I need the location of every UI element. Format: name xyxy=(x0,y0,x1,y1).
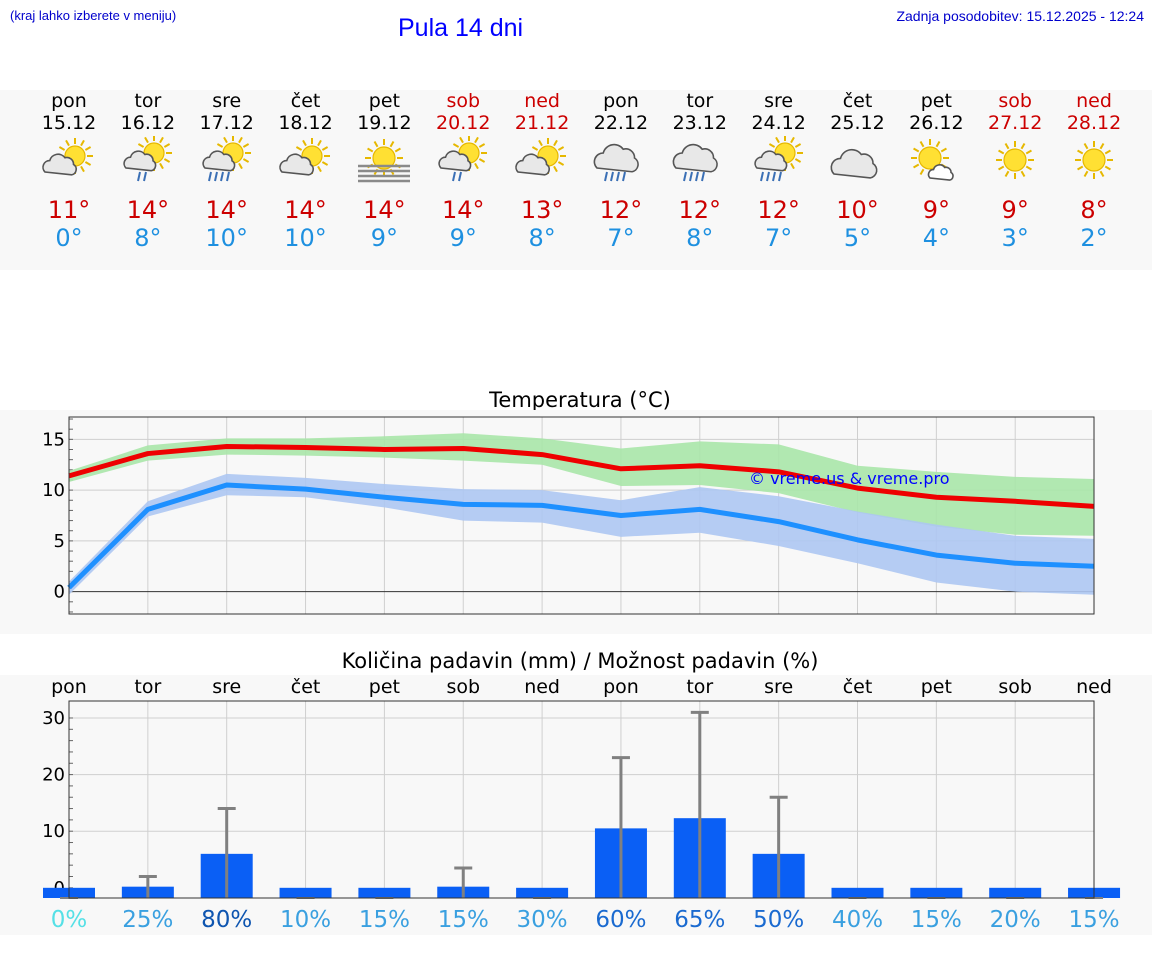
cloudy-icon xyxy=(829,148,878,179)
day-date: 21.12 xyxy=(514,112,570,134)
min-temperature: 9° xyxy=(370,224,399,252)
day-date: 19.12 xyxy=(357,112,412,134)
day-column: čet 18.12 14° 10° xyxy=(266,90,346,252)
sun-cloud-light-rain-icon xyxy=(123,136,172,182)
max-temperature: 10° xyxy=(836,196,879,224)
sun-cloud-icon xyxy=(278,138,330,176)
max-temperature: 14° xyxy=(284,196,327,224)
max-temperature: 11° xyxy=(47,196,91,224)
sun-cloud-icon xyxy=(515,138,567,176)
temperature-chart-panel xyxy=(0,410,1152,634)
day-name: pet xyxy=(920,90,952,112)
day-name: čet xyxy=(290,90,321,112)
day-name: čet xyxy=(842,90,873,112)
page-title: Pula 14 dni xyxy=(398,14,524,42)
day-column: pet 26.12 9° 4° xyxy=(896,90,976,252)
day-column: tor 16.12 14° 8° xyxy=(108,90,188,252)
day-date: 27.12 xyxy=(987,112,1043,134)
day-column: sre 24.12 12° 7° xyxy=(739,90,819,252)
max-temperature: 14° xyxy=(441,196,485,224)
max-temperature: 12° xyxy=(599,196,643,224)
sun-cloud-icon xyxy=(42,138,93,176)
min-temperature: 8° xyxy=(134,224,162,252)
sun-small-cloud-icon xyxy=(911,139,955,181)
day-column: sob 27.12 9° 3° xyxy=(975,90,1055,252)
min-temperature: 8° xyxy=(686,224,714,252)
min-temperature: 5° xyxy=(843,224,872,252)
day-name: sob xyxy=(998,90,1032,112)
temperature-chart-title: Temperatura (°C) xyxy=(489,388,671,412)
day-name: ned xyxy=(524,90,560,112)
max-temperature: 9° xyxy=(1001,196,1029,224)
cloud-rain-icon xyxy=(672,143,718,182)
day-name: pon xyxy=(51,90,87,112)
sun-icon xyxy=(1075,141,1114,179)
max-temperature: 14° xyxy=(126,196,170,224)
min-temperature: 2° xyxy=(1080,224,1108,252)
cloud-rain-icon xyxy=(593,143,639,182)
day-column: pon 22.12 12° 7° xyxy=(581,90,661,252)
day-column: pet 19.12 14° 9° xyxy=(344,90,424,252)
max-temperature: 12° xyxy=(678,196,722,224)
min-temperature: 7° xyxy=(607,224,635,252)
day-name: sob xyxy=(446,90,481,112)
day-date: 18.12 xyxy=(278,112,333,134)
day-column: sob 20.12 14° 9° xyxy=(423,90,503,252)
day-date: 25.12 xyxy=(830,112,885,134)
max-temperature: 14° xyxy=(363,196,406,224)
max-temperature: 8° xyxy=(1080,196,1108,224)
last-updated: Zadnja posodobitev: 15.12.2025 - 12:24 xyxy=(896,8,1144,24)
forecast-strip: pon 15.12 11° 0° tor 16.12 14° 8° sre 17.12 14° 10°… xyxy=(0,90,1152,270)
min-temperature: 10° xyxy=(284,224,327,252)
day-date: 17.12 xyxy=(199,112,254,134)
day-date: 24.12 xyxy=(751,112,806,134)
day-name: ned xyxy=(1076,90,1112,112)
day-column: ned 28.12 8° 2° xyxy=(1054,90,1134,252)
sun-icon xyxy=(996,141,1035,179)
day-name: tor xyxy=(686,90,714,112)
day-date: 15.12 xyxy=(41,112,97,134)
min-temperature: 0° xyxy=(55,224,83,252)
min-temperature: 7° xyxy=(765,224,793,252)
min-temperature: 10° xyxy=(205,224,248,252)
day-date: 23.12 xyxy=(672,112,727,134)
day-column: tor 23.12 12° 8° xyxy=(660,90,740,252)
min-temperature: 3° xyxy=(1001,224,1029,252)
min-temperature: 4° xyxy=(922,224,950,252)
sun-cloud-rain-icon xyxy=(202,136,251,182)
day-name: pet xyxy=(368,90,400,112)
day-date: 28.12 xyxy=(1066,112,1122,134)
day-date: 22.12 xyxy=(593,112,649,134)
max-temperature: 12° xyxy=(757,196,800,224)
precipitation-chart-title: Količina padavin (mm) / Možnost padavin … xyxy=(341,649,819,673)
day-name: pon xyxy=(603,90,639,112)
day-name: sre xyxy=(764,90,794,112)
min-temperature: 8° xyxy=(528,224,556,252)
sun-cloud-rain-icon xyxy=(753,136,803,182)
day-column: sre 17.12 14° 10° xyxy=(187,90,267,252)
day-date: 26.12 xyxy=(909,112,964,134)
day-column: čet 25.12 10° 5° xyxy=(818,90,898,252)
max-temperature: 9° xyxy=(922,196,950,224)
location-hint[interactable]: (kraj lahko izberete v meniju) xyxy=(10,8,177,23)
day-date: 20.12 xyxy=(436,112,491,134)
precipitation-chart-panel xyxy=(0,675,1152,935)
day-date: 16.12 xyxy=(120,112,176,134)
day-name: sre xyxy=(212,90,242,112)
sun-fog-icon xyxy=(358,139,411,183)
day-name: tor xyxy=(134,90,162,112)
min-temperature: 9° xyxy=(449,224,477,252)
max-temperature: 13° xyxy=(520,196,564,224)
max-temperature: 14° xyxy=(205,196,248,224)
day-column: pon 15.12 11° 0° xyxy=(29,90,109,252)
sun-cloud-light-rain-icon xyxy=(438,136,488,182)
day-column: ned 21.12 13° 8° xyxy=(502,90,582,252)
